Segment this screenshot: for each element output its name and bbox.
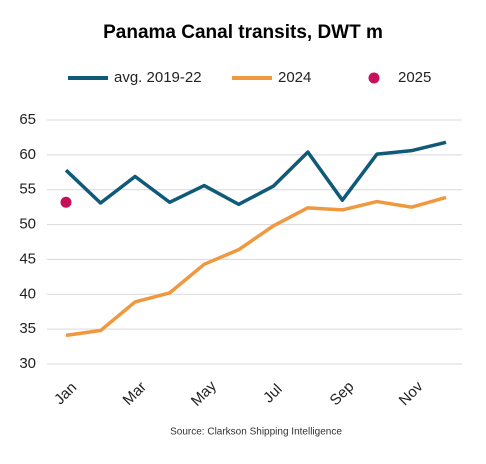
y-tick-label: 55 bbox=[19, 181, 36, 198]
x-tick-label: Nov bbox=[396, 378, 427, 409]
data-point bbox=[60, 196, 72, 208]
y-tick-label: 45 bbox=[19, 250, 36, 267]
y-tick-label: 35 bbox=[19, 320, 36, 337]
x-tick-label: Mar bbox=[120, 378, 150, 408]
legend-label: 2024 bbox=[278, 69, 311, 86]
chart-title: Panama Canal transits, DWT m bbox=[103, 22, 383, 43]
x-tick-label: Jul bbox=[260, 381, 286, 407]
series-line bbox=[64, 140, 447, 207]
y-tick-label: 50 bbox=[19, 216, 36, 233]
legend-label: avg. 2019-22 bbox=[114, 69, 202, 86]
x-tick-label: May bbox=[188, 377, 220, 409]
y-tick-label: 40 bbox=[19, 285, 36, 302]
y-tick-label: 65 bbox=[19, 111, 36, 128]
series-line bbox=[65, 195, 447, 338]
y-tick-label: 30 bbox=[19, 355, 36, 372]
x-tick-label: Jan bbox=[51, 379, 80, 408]
x-tick-label: Sep bbox=[327, 378, 358, 409]
legend-marker bbox=[368, 72, 380, 84]
source-note: Source: Clarkson Shipping Intelligence bbox=[170, 427, 342, 438]
legend-label: 2025 bbox=[398, 69, 431, 86]
y-tick-label: 60 bbox=[19, 146, 36, 163]
